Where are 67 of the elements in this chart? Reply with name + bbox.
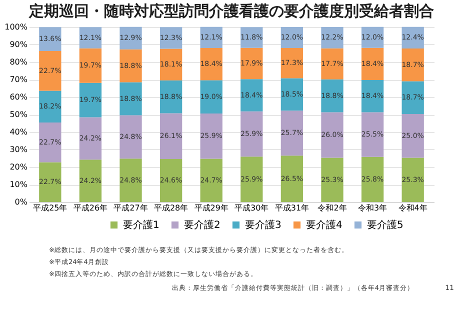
bar bbox=[200, 113, 222, 159]
legend-label: 要介護4 bbox=[306, 219, 342, 231]
legend-label: 要介護3 bbox=[245, 219, 282, 231]
bar bbox=[402, 48, 424, 82]
bar bbox=[160, 80, 182, 114]
legend-label: 要介護2 bbox=[184, 219, 220, 231]
x-tick-label: 令和2年 bbox=[318, 204, 347, 212]
bar bbox=[361, 156, 384, 202]
bar bbox=[39, 50, 62, 91]
bar bbox=[321, 79, 344, 112]
bar bbox=[402, 114, 424, 158]
x-tick-label: 平成26年 bbox=[73, 204, 108, 212]
bar bbox=[160, 158, 182, 202]
bar bbox=[39, 162, 62, 202]
bar bbox=[240, 111, 263, 157]
bar bbox=[321, 27, 344, 48]
x-tick-label: 平成27年 bbox=[114, 204, 148, 212]
y-tick-label: 10% bbox=[10, 180, 28, 189]
y-tick-label: 100% bbox=[4, 22, 28, 32]
bar bbox=[280, 156, 304, 202]
y-tick-label: 90% bbox=[10, 40, 28, 49]
bar bbox=[120, 158, 142, 202]
y-tick-label: 40% bbox=[10, 128, 28, 136]
legend-label: 要介護5 bbox=[367, 219, 404, 231]
bar bbox=[120, 115, 142, 159]
y-tick-label: 60% bbox=[10, 92, 28, 102]
legend-label: 要介護1 bbox=[123, 219, 160, 231]
x-tick-label: 平成29年 bbox=[194, 204, 228, 212]
bar bbox=[160, 113, 182, 159]
y-tick-label: 80% bbox=[10, 58, 28, 66]
bar bbox=[240, 79, 263, 112]
bar bbox=[39, 122, 62, 162]
bar bbox=[79, 82, 102, 118]
y-tick-label: 0% bbox=[14, 198, 28, 206]
x-tick-label: 平成25年 bbox=[33, 204, 68, 212]
bar bbox=[200, 48, 222, 80]
bar bbox=[361, 112, 384, 157]
bar bbox=[160, 48, 182, 80]
bar bbox=[361, 48, 384, 80]
x-tick-label: 平成28年 bbox=[154, 204, 188, 212]
x-tick-label: 令和4年 bbox=[398, 204, 428, 212]
bar bbox=[120, 82, 142, 116]
bar bbox=[321, 158, 344, 202]
x-tick-label: 平成31年 bbox=[274, 204, 310, 212]
y-tick-label: 70% bbox=[10, 75, 28, 84]
bar bbox=[321, 112, 344, 158]
bar bbox=[39, 90, 62, 123]
chart-title: 定期巡回・随時対応型訪問介護看護の要介護度別受給者割合 bbox=[28, 2, 434, 20]
bar bbox=[240, 156, 263, 202]
bar bbox=[79, 160, 102, 202]
bar bbox=[79, 48, 102, 83]
bar bbox=[361, 80, 384, 112]
bar bbox=[402, 158, 424, 202]
bar bbox=[200, 80, 222, 114]
bar bbox=[79, 117, 102, 160]
bar bbox=[402, 81, 424, 114]
y-tick-label: 20% bbox=[10, 162, 28, 172]
bar bbox=[120, 49, 142, 82]
bar bbox=[200, 158, 222, 202]
bar bbox=[321, 48, 344, 80]
x-tick-label: 令和3年 bbox=[358, 204, 388, 212]
x-tick-label: 平成30年 bbox=[234, 204, 269, 212]
bar bbox=[280, 110, 304, 156]
y-tick-label: 50% bbox=[10, 110, 28, 119]
bar bbox=[280, 48, 304, 78]
bar bbox=[240, 48, 263, 80]
y-tick-label: 30% bbox=[10, 145, 28, 154]
